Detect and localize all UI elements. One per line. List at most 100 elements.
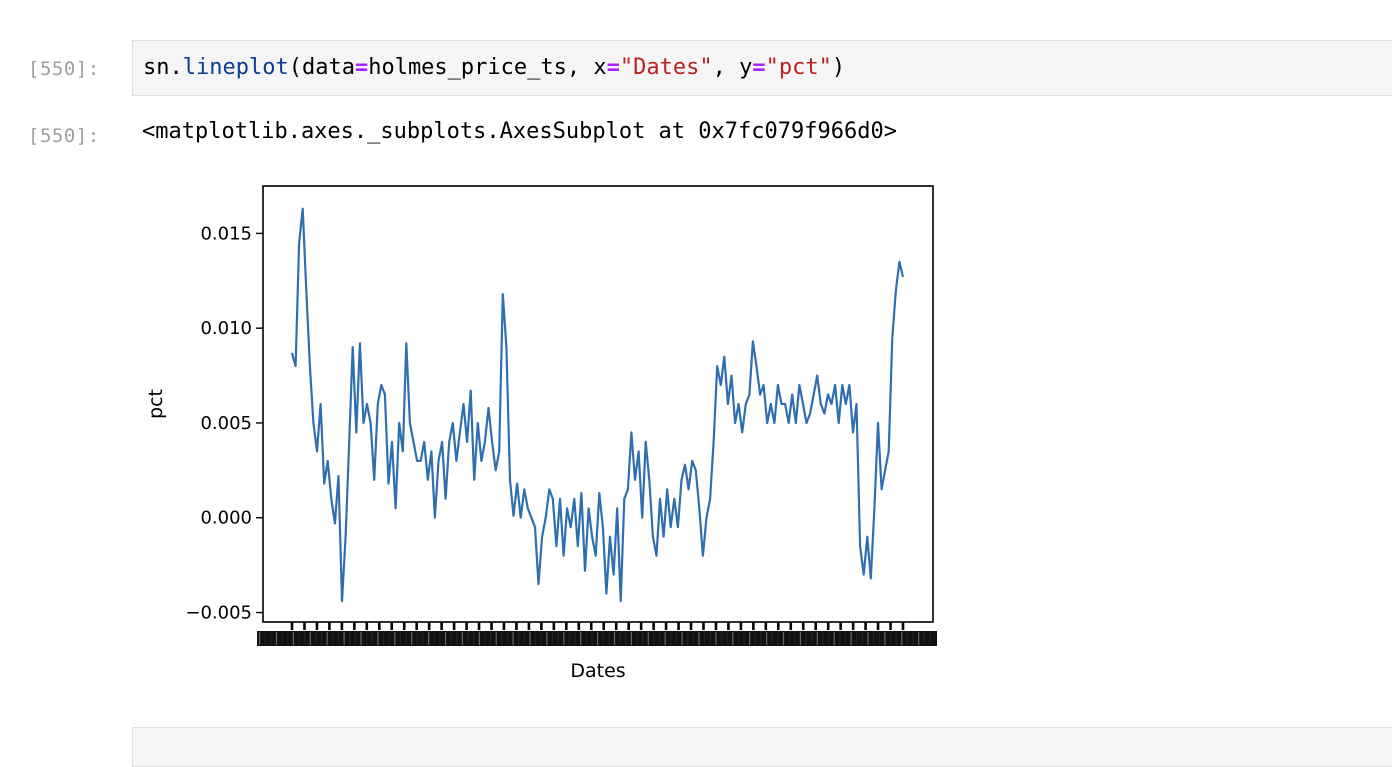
x-tick-label-glyph (833, 632, 835, 645)
x-tick-label-glyph (760, 632, 762, 645)
x-tick-labels-overlapping (257, 631, 937, 646)
x-tick-label-glyph (535, 632, 537, 645)
x-tick-label-glyph (782, 632, 785, 645)
x-tick-label-glyph (568, 632, 571, 645)
x-tick-label-glyph (895, 632, 897, 645)
x-tick-label-glyph (574, 632, 576, 645)
x-tick-label-glyph (613, 632, 616, 645)
x-tick-label-glyph (709, 632, 711, 645)
code-token-equals: = (606, 55, 620, 80)
x-tick-label-glyph (861, 632, 863, 645)
line-chart: 0.015 0.010 0.005 0.000 −0.005 Dates pct (145, 185, 937, 682)
x-tick-label-glyph (563, 632, 565, 645)
x-tick-label-glyph (259, 632, 261, 645)
x-tick-label-glyph (873, 632, 875, 645)
x-tick-label-glyph (298, 632, 300, 645)
x-tick-label-glyph (349, 632, 351, 645)
code-token-comma: , (712, 55, 740, 80)
x-tick-label-glyph (901, 632, 903, 645)
x-tick-label-glyph (461, 632, 463, 645)
x-tick-label-glyph (839, 632, 841, 645)
x-tick-label-glyph (304, 632, 306, 645)
x-tick-label-glyph (343, 632, 345, 645)
x-tick-label-glyph (771, 632, 773, 645)
output-repr-text: <matplotlib.axes._subplots.AxesSubplot a… (142, 119, 897, 144)
x-tick-label-glyph (642, 632, 644, 645)
next-code-cell[interactable] (132, 727, 1392, 767)
x-tick-label-glyph (309, 632, 311, 645)
x-tick-label-glyph (923, 632, 925, 645)
x-tick-label-glyph (597, 632, 599, 645)
x-tick-label-glyph (591, 632, 593, 645)
code-token-arg-data-value: holmes_price_ts (368, 55, 567, 80)
x-tick-label-glyph (506, 632, 509, 645)
x-tick-label-glyph (354, 632, 356, 645)
x-tick-label-glyph (602, 632, 604, 645)
x-tick-label-glyph (608, 632, 610, 645)
x-tick-label-glyph (687, 632, 689, 645)
code-line: sn.lineplot(data=holmes_price_ts, x="Dat… (143, 55, 845, 80)
x-tick-label-glyph (918, 632, 920, 645)
code-token-paren-open: ( (288, 55, 302, 80)
x-tick-label-glyph (444, 632, 447, 645)
x-tick-label-glyph (473, 632, 475, 645)
x-tick-label-glyph (822, 632, 824, 645)
y-tick-label: −0.005 (185, 603, 252, 624)
code-token-dot: . (169, 55, 183, 80)
x-tick-label-glyph (743, 632, 745, 645)
y-tick-label: 0.000 (200, 508, 252, 529)
x-tick-label-glyph (906, 632, 909, 645)
x-tick-label-glyph (416, 632, 418, 645)
x-tick-label-glyph (371, 632, 373, 645)
x-tick-label-glyph (720, 632, 723, 645)
x-tick-label-glyph (275, 632, 278, 645)
x-tick-label-glyph (411, 632, 413, 645)
x-tick-label-glyph (664, 632, 666, 645)
x-tick-label-glyph (816, 632, 818, 645)
x-tick-label-glyph (332, 632, 334, 645)
x-tick-label-glyph (788, 632, 790, 645)
x-tick-label-glyph (827, 632, 830, 645)
y-tick-label: 0.010 (200, 318, 252, 339)
x-tick-label-glyph (450, 632, 452, 645)
x-tick-label-glyph (856, 632, 858, 645)
x-tick-label-glyph (670, 632, 672, 645)
x-tick-label-glyph (625, 632, 627, 645)
x-tick-label-glyph (467, 632, 469, 645)
x-tick-label-glyph (754, 632, 756, 645)
x-tick-label-glyph (647, 632, 649, 645)
x-tick-label-glyph (478, 632, 480, 645)
x-tick-label-glyph (495, 632, 497, 645)
x-tick-label-glyph (799, 632, 801, 645)
code-token-arg-y-name: y (739, 55, 753, 80)
x-tick-label-glyph (518, 632, 520, 645)
x-tick-label-glyph (636, 632, 638, 645)
x-tick-label-glyph (377, 632, 379, 645)
x-tick-label-glyph (270, 632, 272, 645)
x-tick-label-glyph (675, 632, 678, 645)
x-tick-label-glyph (287, 632, 289, 645)
x-tick-label-glyph (326, 632, 328, 645)
x-tick-label-glyph (912, 632, 914, 645)
x-tick-label-glyph (585, 632, 587, 645)
code-token-equals: = (354, 55, 369, 80)
x-tick-label-glyph (320, 632, 323, 645)
x-tick-label-glyph (366, 632, 368, 645)
x-tick-label-glyph (749, 632, 751, 645)
x-tick-label-glyph (619, 632, 621, 645)
code-input-cell[interactable]: sn.lineplot(data=holmes_price_ts, x="Dat… (132, 40, 1392, 96)
x-tick-label-glyph (850, 632, 852, 645)
x-tick-label-glyph (658, 632, 661, 645)
code-token-arg-x-name: x (593, 55, 607, 80)
x-tick-label-glyph (292, 632, 294, 645)
x-tick-label-glyph (844, 632, 847, 645)
series-line-pct (290, 207, 905, 603)
x-tick-label-glyph (360, 632, 362, 645)
code-token-equals: = (752, 55, 766, 80)
x-tick-label-glyph (811, 632, 813, 645)
x-tick-label-glyph (281, 632, 283, 645)
x-axis-label: Dates (570, 660, 625, 682)
x-tick-label-glyph (715, 632, 717, 645)
x-tick-label-glyph (264, 632, 266, 645)
x-tick-label-glyph (737, 632, 740, 645)
